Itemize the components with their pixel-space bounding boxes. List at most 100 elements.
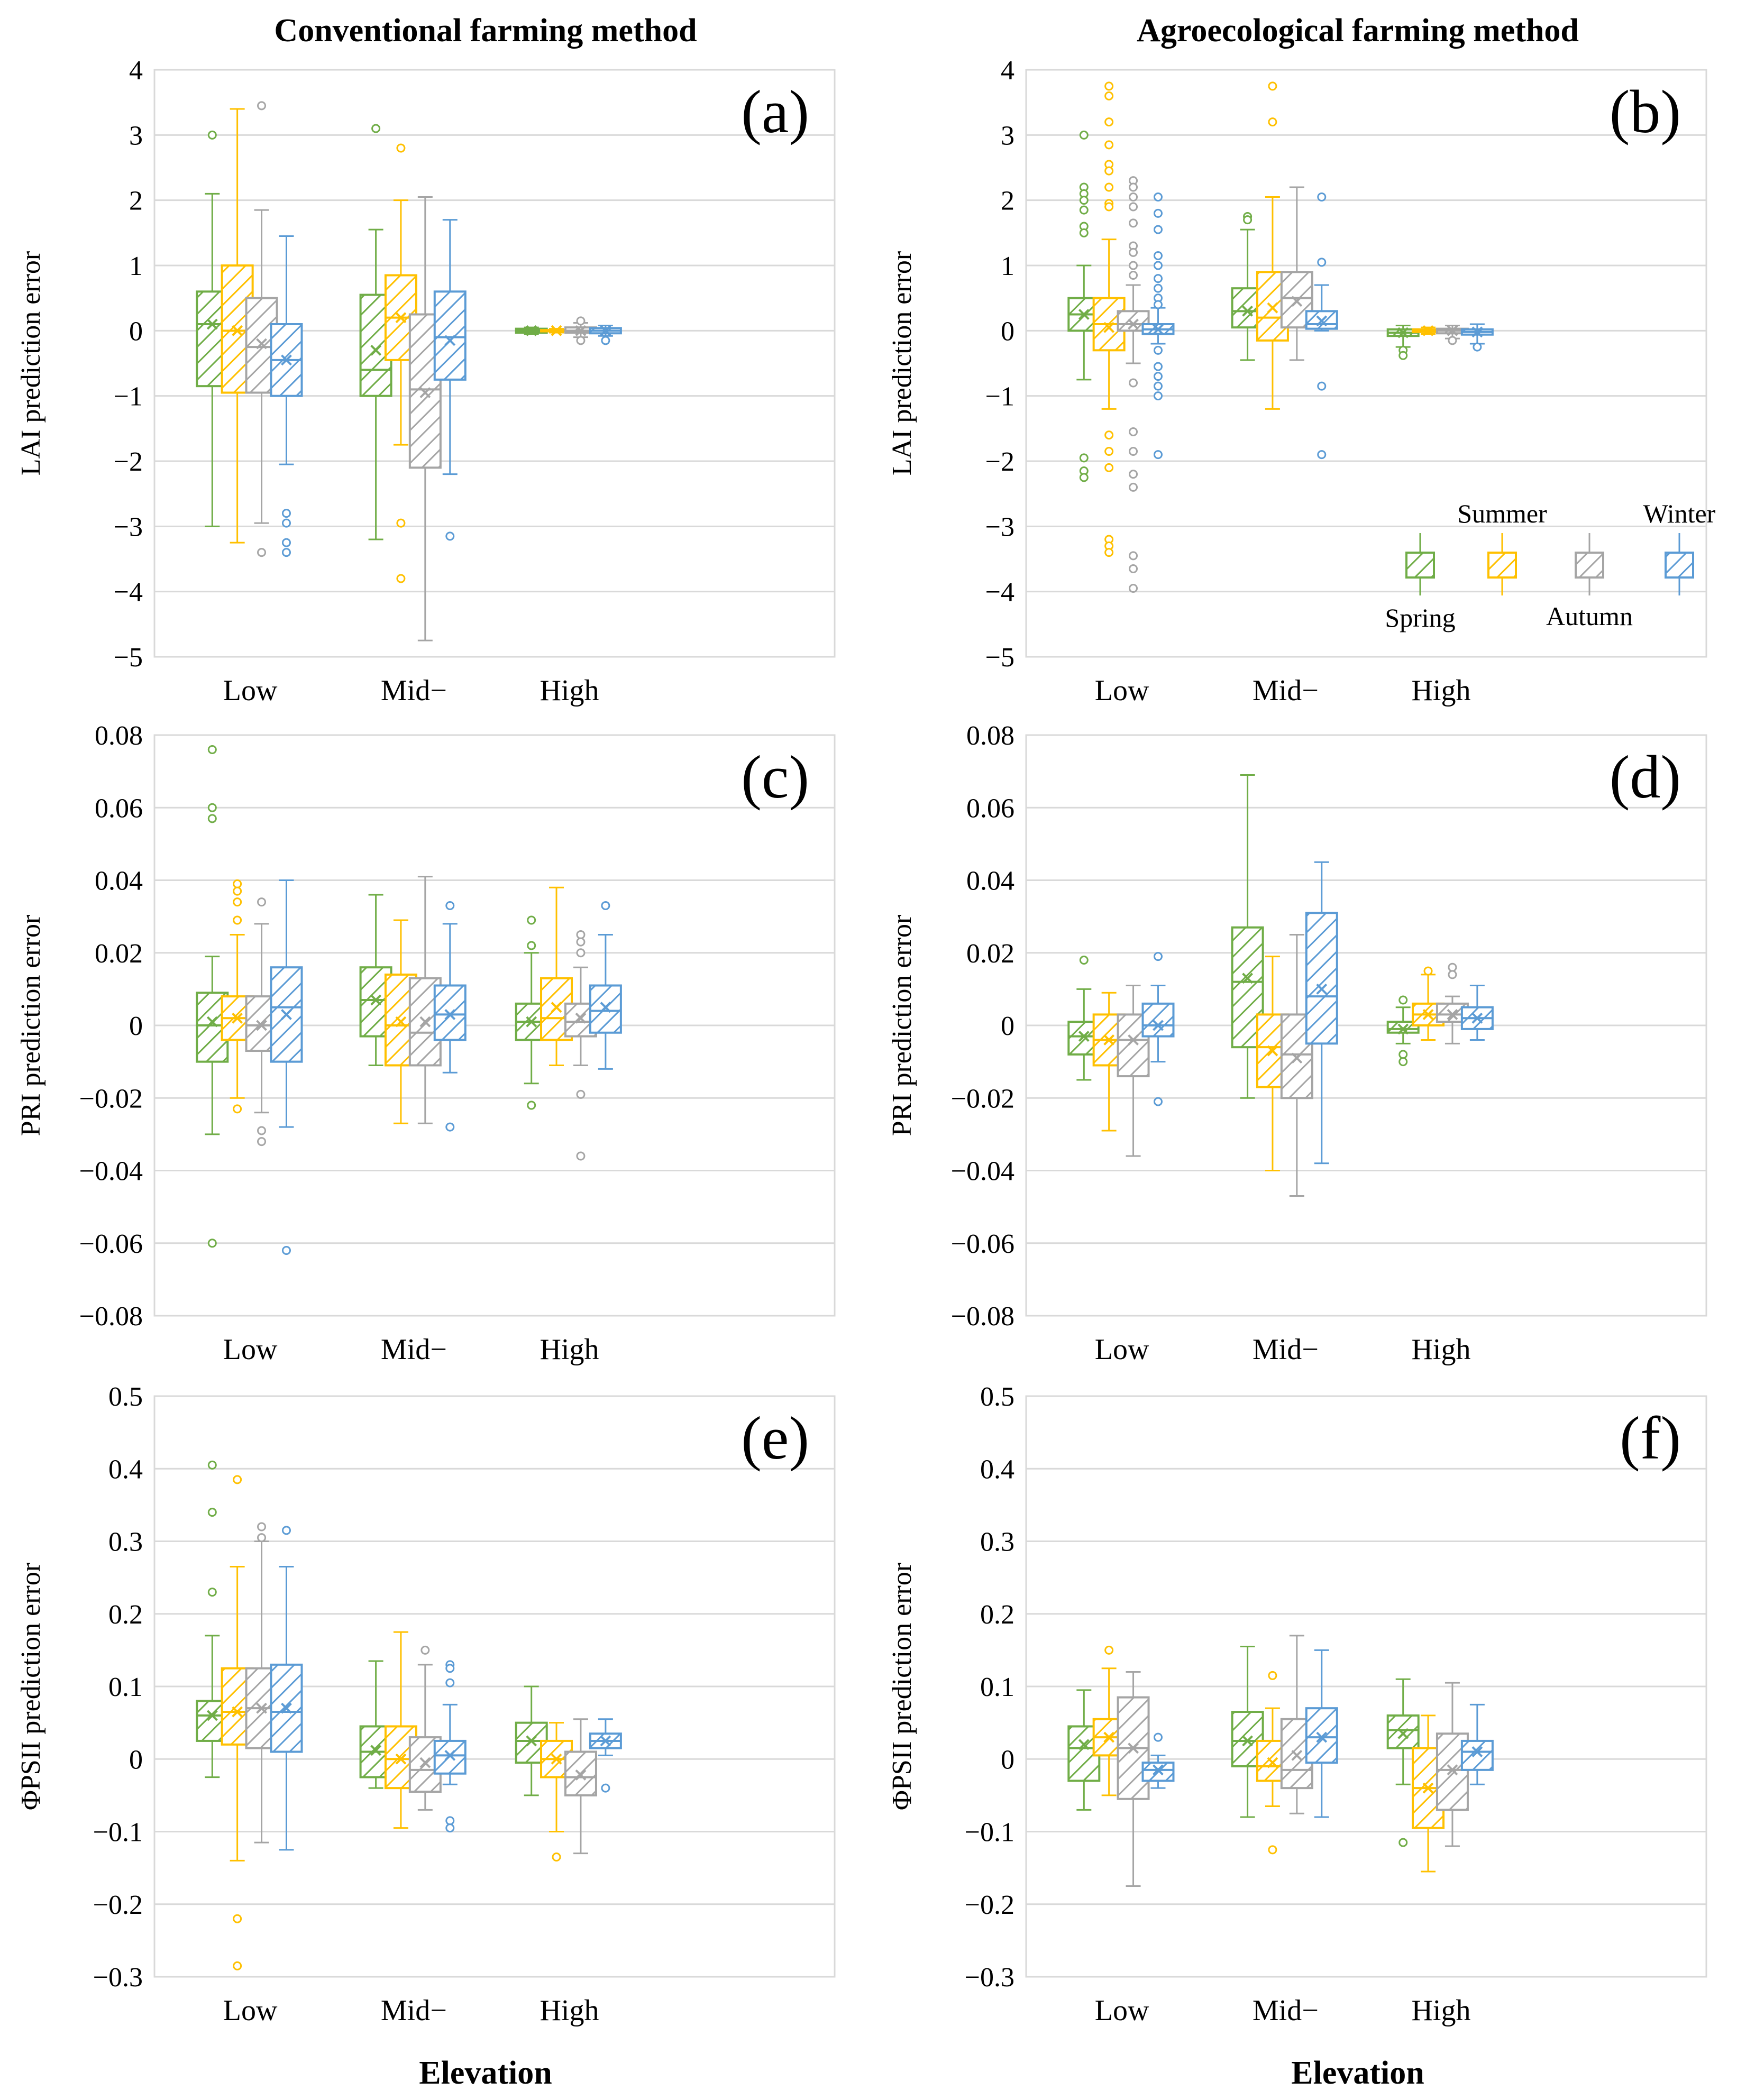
outlier-point: [576, 1151, 586, 1161]
x-tick-label: Low: [1095, 1333, 1149, 1366]
legend-label-winter: Winter: [1643, 499, 1716, 528]
outlier-point: [1423, 966, 1433, 976]
mean-marker: [1103, 1034, 1115, 1046]
mean-marker: [1153, 1020, 1164, 1031]
outlier-point: [1104, 166, 1114, 176]
mean-marker: [575, 1012, 587, 1024]
y-tick-label: −0.1: [93, 1818, 143, 1848]
box-winter-high: [589, 901, 622, 1070]
mean-marker: [1316, 983, 1328, 995]
x-tick-label: Low: [1095, 674, 1149, 707]
mean-marker: [526, 325, 537, 336]
y-tick-label: −0.06: [951, 1229, 1014, 1259]
outlier-point: [1129, 247, 1138, 257]
y-tick-label: −4: [114, 577, 143, 608]
y-tick-label: 0.1: [108, 1672, 143, 1702]
box-summer-mid: [1256, 81, 1289, 410]
y-tick-label: 0.2: [108, 1600, 143, 1630]
mean-marker: [600, 325, 611, 336]
y-tick-label: 0.06: [966, 793, 1014, 823]
box-winter-low: [270, 1526, 303, 1851]
box-iqr: [433, 1739, 467, 1775]
mean-marker: [1316, 1731, 1328, 1743]
outlier-point: [257, 1137, 267, 1147]
box-winter-mid: [433, 901, 467, 1132]
mean-marker: [1447, 325, 1458, 336]
mean-marker: [600, 1002, 611, 1013]
outlier-point: [1104, 81, 1114, 91]
outlier-point: [1129, 218, 1138, 228]
outlier-point: [371, 124, 381, 133]
mean-marker: [370, 344, 382, 356]
legend: Spring Summer Autumn Winter: [1385, 499, 1715, 632]
outlier-point: [233, 1475, 242, 1484]
y-tick-label: 3: [1001, 121, 1014, 151]
mean-marker: [395, 1753, 407, 1765]
outlier-point: [1268, 1845, 1277, 1855]
outlier-point: [1104, 182, 1114, 192]
mean-marker: [1397, 327, 1409, 338]
mean-marker: [444, 1008, 456, 1020]
outlier-point: [396, 518, 406, 528]
y-tick-label: 1: [1001, 251, 1014, 281]
y-axis-label: LAI prediction error: [16, 251, 46, 475]
mean-marker: [444, 335, 456, 346]
panel-label: (d): [1610, 744, 1681, 811]
outlier-point: [233, 886, 242, 896]
box-winter-mid: [1305, 192, 1338, 460]
outlier-point: [1153, 450, 1163, 460]
y-tick-label: 0: [1001, 1011, 1014, 1041]
outlier-point: [257, 1126, 267, 1135]
box-winter-mid: [433, 1660, 467, 1833]
box-winter-high: [589, 1718, 622, 1793]
outlier-point: [257, 1522, 267, 1532]
mean-marker: [370, 994, 382, 1006]
box-autumn-mid: [408, 196, 442, 641]
outlier-point: [1153, 192, 1163, 201]
mean-marker: [1128, 1034, 1139, 1046]
outlier-point: [1129, 192, 1138, 201]
mean-marker: [1291, 296, 1303, 307]
y-tick-label: 0.08: [95, 721, 143, 751]
outlier-point: [576, 1089, 586, 1099]
mean-marker: [1242, 1735, 1254, 1747]
mean-marker: [1422, 1008, 1434, 1020]
outlier-point: [281, 1245, 291, 1255]
outlier-point: [1398, 995, 1408, 1005]
outlier-point: [1079, 473, 1089, 482]
y-tick-label: −4: [985, 577, 1014, 608]
legend-box: [1575, 552, 1604, 579]
outlier-point: [1129, 427, 1138, 436]
mean-marker: [551, 325, 562, 336]
panel-e: 0.5 0.4 0.3 0.2 0.1 0 −0.1 −0.2 −0.3 Low Mid− High Φ…: [16, 1382, 836, 2027]
box-iqr: [515, 1721, 548, 1764]
outlier-point: [527, 1101, 536, 1110]
y-tick-label: 0.1: [980, 1672, 1014, 1702]
mean-marker: [206, 1016, 218, 1028]
outlier-point: [233, 1914, 242, 1923]
y-tick-label: 0.04: [966, 866, 1014, 896]
mean-marker: [551, 1753, 562, 1765]
outlier-point: [1153, 251, 1163, 260]
outlier-point: [1317, 258, 1327, 267]
mean-marker: [1422, 1782, 1434, 1794]
mean-marker: [1128, 1743, 1139, 1754]
mean-marker: [1316, 315, 1328, 327]
outlier-point: [1129, 261, 1138, 270]
y-tick-label: 0.4: [108, 1454, 143, 1484]
panel-label: (e): [741, 1405, 809, 1472]
mean-marker: [526, 1016, 537, 1028]
y-tick-label: −2: [985, 447, 1014, 477]
box-winter-mid: [1305, 1649, 1338, 1818]
outlier-point: [601, 336, 610, 345]
y-axis-label: LAI prediction error: [887, 251, 917, 475]
y-axis-label: ΦPSII prediction error: [16, 1563, 46, 1810]
y-tick-label: 0.3: [108, 1527, 143, 1557]
outlier-point: [445, 531, 455, 541]
outlier-point: [1153, 1097, 1163, 1106]
outlier-point: [576, 948, 586, 958]
outlier-point: [1268, 81, 1277, 91]
mean-marker: [1078, 1739, 1090, 1750]
outlier-point: [207, 1588, 217, 1597]
box-iqr: [589, 984, 622, 1034]
